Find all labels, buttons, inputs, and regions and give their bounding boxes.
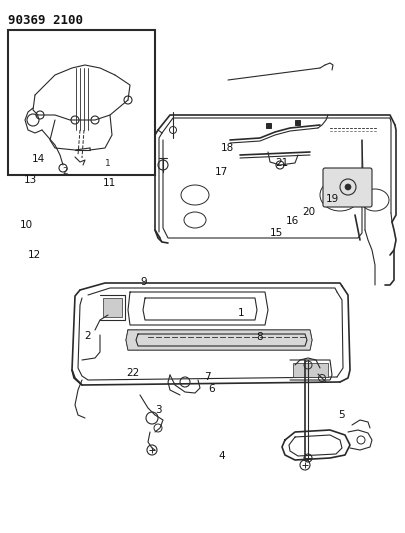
FancyBboxPatch shape bbox=[322, 168, 371, 207]
Ellipse shape bbox=[360, 189, 388, 211]
Text: 3: 3 bbox=[155, 406, 161, 415]
Text: 16: 16 bbox=[285, 216, 298, 225]
Circle shape bbox=[344, 184, 350, 190]
Text: 4: 4 bbox=[217, 451, 224, 461]
Text: 1: 1 bbox=[238, 309, 244, 318]
Bar bbox=[292, 363, 327, 377]
Text: 17: 17 bbox=[214, 167, 227, 177]
Polygon shape bbox=[126, 330, 311, 350]
Text: 10: 10 bbox=[20, 221, 33, 230]
Bar bbox=[8, 30, 155, 175]
Text: 2: 2 bbox=[62, 166, 68, 175]
Text: 13: 13 bbox=[24, 175, 37, 185]
Text: 2: 2 bbox=[84, 331, 90, 341]
Text: 11: 11 bbox=[103, 178, 116, 188]
Ellipse shape bbox=[319, 179, 359, 211]
Text: 18: 18 bbox=[220, 143, 233, 152]
Text: 22: 22 bbox=[126, 368, 139, 378]
Text: 15: 15 bbox=[269, 228, 282, 238]
Ellipse shape bbox=[183, 212, 205, 228]
Text: 9: 9 bbox=[141, 278, 147, 287]
Bar bbox=[103, 298, 122, 317]
Text: 12: 12 bbox=[28, 250, 41, 260]
Text: 8: 8 bbox=[256, 333, 262, 342]
Text: 7: 7 bbox=[203, 373, 210, 382]
Text: 5: 5 bbox=[337, 410, 343, 419]
Text: 1: 1 bbox=[105, 158, 111, 167]
Text: 20: 20 bbox=[301, 207, 314, 217]
Text: 6: 6 bbox=[207, 384, 214, 394]
Bar bbox=[294, 120, 299, 125]
Text: 90369 2100: 90369 2100 bbox=[8, 14, 83, 27]
Text: 19: 19 bbox=[326, 194, 339, 204]
Text: 14: 14 bbox=[32, 154, 45, 164]
Text: 21: 21 bbox=[275, 158, 288, 167]
Ellipse shape bbox=[181, 185, 209, 205]
Bar bbox=[265, 123, 270, 128]
